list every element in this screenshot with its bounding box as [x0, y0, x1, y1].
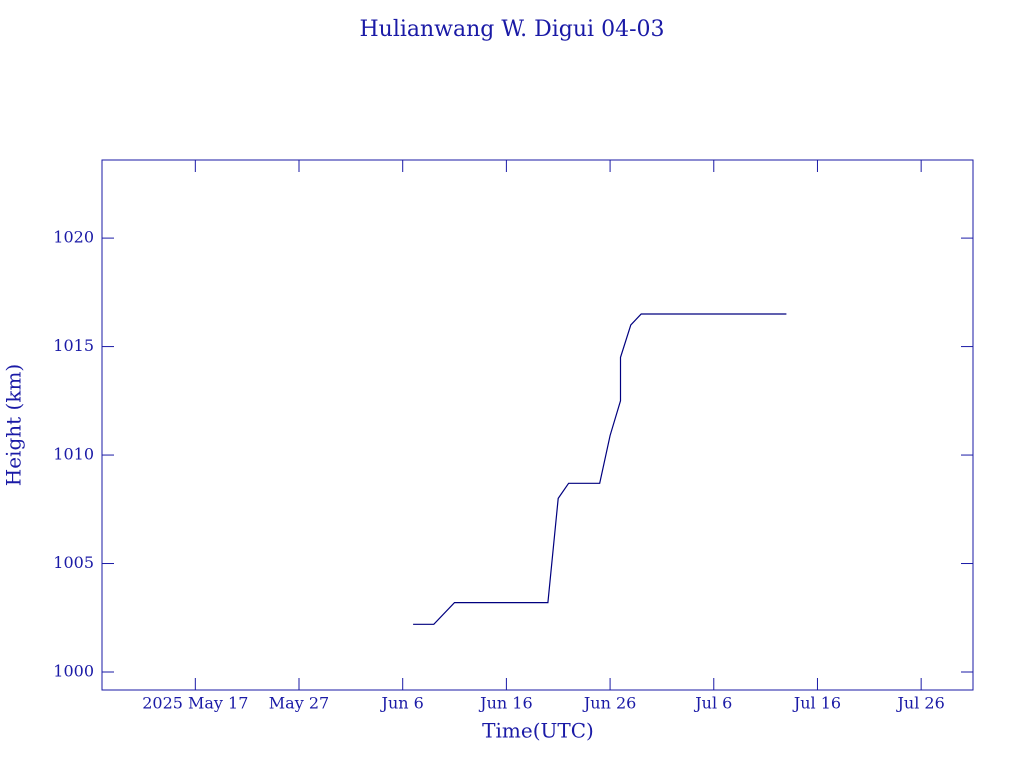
x-tick-label: Jul 26 — [896, 694, 945, 713]
x-tick-label: Jul 6 — [693, 694, 732, 713]
y-tick-label: 1005 — [53, 553, 94, 572]
y-tick-label: 1020 — [53, 228, 94, 247]
plot-frame — [101, 159, 974, 691]
chart-title: Hulianwang W. Digui 04-03 — [359, 17, 664, 42]
data-line — [413, 313, 787, 625]
y-axis-label: Height (km) — [2, 364, 26, 486]
x-tick-label: Jun 6 — [380, 694, 424, 713]
x-axis-label: Time(UTC) — [482, 719, 594, 743]
x-tick-label: Jul 16 — [792, 694, 841, 713]
y-tick-label: 1015 — [53, 336, 94, 355]
y-tick-label: 1010 — [53, 445, 94, 464]
y-tick-label: 1000 — [53, 661, 94, 680]
x-tick-label: 2025 May 17 — [142, 694, 248, 713]
x-tick-label: Jun 16 — [478, 694, 532, 713]
x-tick-label: Jun 26 — [582, 694, 636, 713]
x-tick-label: May 27 — [269, 694, 329, 713]
